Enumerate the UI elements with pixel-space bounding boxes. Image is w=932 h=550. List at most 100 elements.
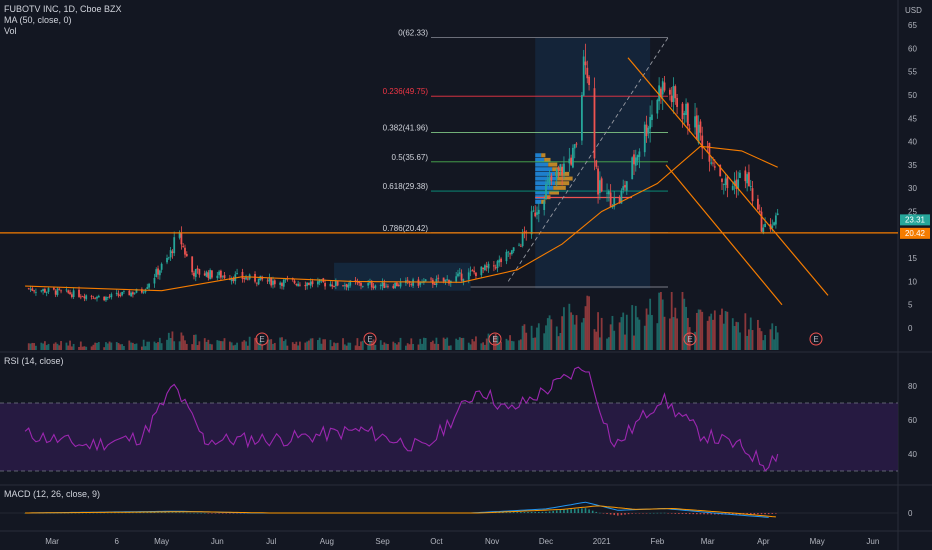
- macd-histogram-bar: [196, 512, 199, 514]
- candle: [523, 231, 526, 233]
- candle: [155, 269, 158, 278]
- macd-histogram-bar: [168, 512, 170, 513]
- price-tick-label: 30: [908, 184, 917, 193]
- candle: [158, 270, 161, 276]
- candle: [624, 185, 626, 188]
- volume-bar: [469, 344, 472, 350]
- candle: [347, 284, 350, 288]
- candle: [232, 278, 235, 281]
- volume-bar: [462, 337, 465, 350]
- volume-bar: [180, 332, 183, 350]
- volume-bar: [512, 341, 515, 350]
- candle: [595, 160, 598, 167]
- candle: [33, 290, 36, 292]
- volume-bar: [498, 342, 501, 350]
- axes: 051015202530354045505560654060800Mar6May…: [45, 21, 917, 546]
- candle: [543, 201, 546, 210]
- x-tick-label: Oct: [430, 537, 443, 546]
- candle: [241, 271, 244, 279]
- volume-bar: [681, 292, 684, 350]
- candle: [674, 86, 677, 99]
- candle: [105, 297, 107, 301]
- profile-bar: [535, 153, 542, 158]
- rsi-tick-label: 60: [908, 416, 917, 425]
- macd-legend[interactable]: MACD (12, 26, close, 9): [4, 489, 101, 499]
- macd-histogram-bar: [185, 512, 188, 514]
- candle: [243, 278, 246, 280]
- x-tick-label: Jul: [266, 537, 276, 546]
- candle: [115, 292, 118, 295]
- volume-bar: [686, 317, 689, 350]
- candle: [484, 265, 486, 271]
- candle: [530, 211, 533, 235]
- volume-bar: [625, 314, 628, 350]
- volume-bar: [760, 331, 763, 350]
- candle: [442, 277, 445, 282]
- macd-histogram-bar: [764, 513, 766, 515]
- macd-histogram-bar: [538, 511, 540, 513]
- volume-bar: [536, 327, 538, 350]
- candle: [505, 251, 508, 262]
- candle: [751, 188, 754, 202]
- vol-legend[interactable]: Vol: [4, 26, 17, 36]
- volume-bar: [410, 338, 413, 350]
- volume-bar: [193, 334, 195, 350]
- currency-label: USD: [905, 6, 922, 15]
- volume-bar: [663, 316, 666, 350]
- volume-bar: [555, 326, 558, 350]
- volume-bar: [758, 327, 761, 350]
- candle: [81, 296, 84, 298]
- macd-histogram-bar: [99, 512, 102, 514]
- symbol-title[interactable]: FUBOTV INC, 1D, Cboe BZX: [4, 4, 122, 14]
- rsi-legend[interactable]: RSI (14, close): [4, 356, 64, 366]
- volume-bar: [406, 343, 409, 350]
- volume-bar: [148, 341, 150, 350]
- macd-histogram-bar: [714, 513, 716, 515]
- candle: [496, 261, 499, 269]
- candle: [719, 164, 722, 177]
- volume-bar: [776, 332, 779, 350]
- candle: [103, 296, 106, 301]
- volume-bar: [97, 342, 100, 350]
- candle: [397, 285, 400, 286]
- ma-legend[interactable]: MA (50, close, 0): [4, 15, 72, 25]
- volume-bar: [105, 342, 107, 350]
- macd-histogram-bar: [232, 513, 235, 514]
- volume-bar: [115, 342, 118, 350]
- candle: [379, 285, 382, 286]
- macd-histogram-bar: [132, 512, 134, 514]
- volume-bar: [40, 342, 43, 350]
- macd-histogram-bar: [631, 513, 633, 514]
- macd-histogram-bar: [218, 513, 220, 514]
- volume-bar: [518, 340, 520, 350]
- macd-histogram-bar: [117, 512, 120, 514]
- macd-histogram-bar: [512, 512, 515, 513]
- candle: [304, 285, 307, 287]
- candle: [469, 270, 472, 272]
- candle: [510, 250, 513, 254]
- candle: [246, 278, 249, 280]
- trend-channel[interactable]: [0, 57, 898, 306]
- candle: [90, 295, 93, 297]
- macd-histogram-bar: [124, 512, 127, 514]
- volume-bar: [744, 313, 747, 350]
- candle: [72, 290, 75, 298]
- candle: [606, 192, 608, 194]
- rsi-panel: [24, 366, 779, 472]
- volume-bar: [343, 344, 346, 350]
- candle: [119, 295, 122, 296]
- volume-bar: [683, 298, 686, 350]
- profile-bar: [553, 185, 566, 190]
- candle: [424, 279, 427, 282]
- volume-bar: [220, 341, 222, 350]
- volume-bar: [106, 343, 109, 350]
- candle: [498, 259, 501, 263]
- candle: [485, 265, 488, 268]
- volume-bar: [697, 309, 700, 350]
- candle: [467, 272, 470, 280]
- candle: [695, 115, 698, 140]
- volume-bar: [633, 335, 635, 350]
- volume-bar: [471, 339, 474, 350]
